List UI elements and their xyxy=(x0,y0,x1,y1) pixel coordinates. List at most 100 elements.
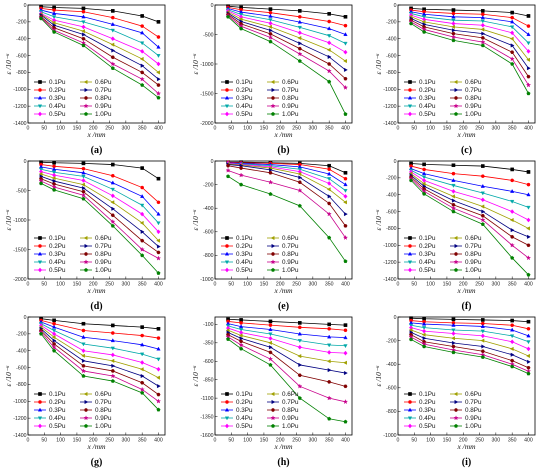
data-point-0.4Pu xyxy=(140,352,145,357)
data-point-0.7Pu xyxy=(81,186,86,191)
y-tick-label: -600 xyxy=(16,53,26,59)
data-point-0.3Pu xyxy=(156,44,161,49)
legend-marker xyxy=(453,79,458,85)
data-point-0.8Pu xyxy=(140,238,145,243)
data-point-0.7Pu xyxy=(268,167,273,172)
data-point-0.2Pu xyxy=(156,200,161,205)
data-point-1.0Pu xyxy=(226,337,231,341)
data-point-0.7Pu xyxy=(268,28,273,33)
data-point-0.4Pu xyxy=(421,326,427,330)
series-line-0.4Pu xyxy=(40,168,159,224)
series-line-0.8Pu xyxy=(40,178,159,253)
data-point-0.1Pu xyxy=(481,9,485,13)
x-axis-label: x /mm xyxy=(86,130,106,139)
legend-entry: 0.5Pu xyxy=(236,111,253,118)
data-point-1.0Pu xyxy=(140,82,145,87)
legend-entry: 0.6Pu xyxy=(465,391,482,398)
data-point-1.0Pu xyxy=(239,26,244,31)
legend-entry: 0.7Pu xyxy=(282,399,299,406)
legend-marker xyxy=(454,408,458,412)
y-tick-label: -350 xyxy=(203,341,213,347)
y-tick-label: -600 xyxy=(203,359,213,365)
data-point-0.1Pu xyxy=(526,170,531,174)
data-point-0.1Pu xyxy=(268,7,273,11)
legend-entry: 0.2Pu xyxy=(49,87,66,94)
series-line-0.3Pu xyxy=(228,162,346,185)
legend-marker xyxy=(225,392,229,396)
legend-marker xyxy=(84,96,88,100)
legend-marker xyxy=(224,407,230,412)
x-tick-label: 200 xyxy=(276,282,285,288)
series-line-0.6Pu xyxy=(410,329,529,357)
series-line-1.0Pu xyxy=(410,339,529,375)
legend-marker xyxy=(224,260,230,265)
x-tick-label: 0 xyxy=(214,282,217,288)
legend-entry: 0.9Pu xyxy=(465,259,482,266)
data-point-0.6Pu xyxy=(297,353,302,359)
data-point-0.5Pu xyxy=(510,209,515,214)
series-line-0.2Pu xyxy=(40,319,159,339)
y-tick-label: -1000 xyxy=(383,87,396,93)
x-axis-label: x /mm xyxy=(273,130,293,139)
series-line-0.8Pu xyxy=(227,334,346,387)
data-point-0.7Pu xyxy=(81,358,86,363)
data-point-0.4Pu xyxy=(156,357,161,362)
data-point-0.7Pu xyxy=(526,359,531,364)
legend-entry: 0.5Pu xyxy=(419,267,436,274)
y-tick-label: -1500 xyxy=(200,91,213,97)
data-point-0.9Pu xyxy=(509,242,515,248)
x-tick-label: 300 xyxy=(309,126,318,132)
x-tick-label: 200 xyxy=(276,126,285,132)
data-point-0.8Pu xyxy=(510,50,515,54)
x-tick-label: 300 xyxy=(309,438,318,444)
plot-frame xyxy=(397,4,536,124)
legend-entry: 0.9Pu xyxy=(465,103,482,110)
data-point-0.7Pu xyxy=(156,384,161,389)
x-tick-label: 0 xyxy=(27,438,30,444)
series-line-0.4Pu xyxy=(228,162,346,191)
x-tick-label: 350 xyxy=(325,438,334,444)
panel-i: 0 50 100 150 200 250 300 350 400 -1000 -800 -600 -40… xyxy=(374,315,536,468)
x-tick-label: 300 xyxy=(122,126,131,132)
data-point-0.7Pu xyxy=(327,194,332,199)
legend-entry: 0.6Pu xyxy=(95,391,112,398)
x-tick-label: 350 xyxy=(508,438,517,444)
legend-entry: 0.3Pu xyxy=(419,95,436,102)
legend-marker xyxy=(454,267,458,272)
x-tick-label: 300 xyxy=(122,282,131,288)
data-point-0.9Pu xyxy=(139,246,145,252)
data-point-0.1Pu xyxy=(422,162,426,167)
legend-marker xyxy=(37,260,43,265)
data-point-0.9Pu xyxy=(80,192,87,198)
data-point-0.5Pu xyxy=(480,22,485,28)
data-point-1.0Pu xyxy=(327,79,332,84)
data-point-0.4Pu xyxy=(451,328,456,333)
series-line-0.7Pu xyxy=(410,175,529,238)
series-line-0.2Pu xyxy=(410,165,529,185)
series-line-0.2Pu xyxy=(40,164,159,203)
x-tick-label: 300 xyxy=(492,282,501,288)
x-tick-label: 0 xyxy=(214,126,217,132)
x-tick-label: 400 xyxy=(154,438,163,444)
legend-marker xyxy=(408,244,412,248)
data-point-1.0Pu xyxy=(480,355,485,359)
legend-marker xyxy=(453,415,459,421)
series-line-0.7Pu xyxy=(228,164,346,215)
data-point-0.3Pu xyxy=(343,182,348,187)
legend-entry: 1.0Pu xyxy=(465,267,482,274)
data-point-0.1Pu xyxy=(327,322,331,327)
series-line-0.6Pu xyxy=(410,173,529,229)
data-point-0.8Pu xyxy=(156,250,161,255)
x-tick-label: 150 xyxy=(73,126,82,132)
data-point-0.5Pu xyxy=(451,331,456,336)
data-point-0.3Pu xyxy=(421,171,427,176)
legend-marker xyxy=(270,79,275,85)
y-tick-label: -600 xyxy=(386,53,396,59)
legend-marker xyxy=(408,236,412,240)
data-point-1.0Pu xyxy=(39,331,44,336)
data-point-0.2Pu xyxy=(111,15,115,20)
data-point-0.1Pu xyxy=(526,14,531,18)
data-point-0.2Pu xyxy=(298,325,302,330)
x-axis-label: x /mm xyxy=(273,442,293,451)
series-line-0.9Pu xyxy=(40,180,159,259)
